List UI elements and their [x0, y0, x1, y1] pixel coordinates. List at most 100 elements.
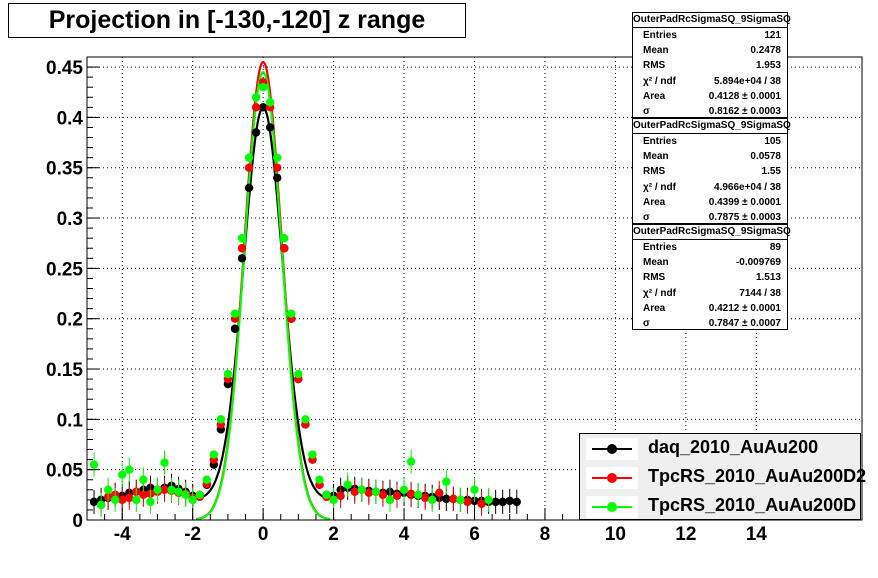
stat-row: Entries 105 [633, 134, 787, 149]
legend-swatch [586, 438, 638, 460]
legend-swatch [586, 467, 638, 489]
stat-value: 0.4128 ± 0.0001 [708, 90, 781, 102]
data-point [484, 495, 493, 505]
data-point [420, 493, 430, 503]
data-point [258, 103, 268, 112]
series-TpcRS_2010_AuAu200D2 [96, 77, 486, 517]
data-point [265, 123, 275, 132]
data-point [322, 490, 331, 500]
data-point [237, 254, 247, 263]
data-point [491, 497, 500, 507]
data-point [371, 487, 381, 497]
y-tick-label: 0 [72, 511, 83, 532]
stat-row: Entries 89 [633, 240, 787, 255]
x-tick-label: 12 [675, 524, 696, 545]
data-point [209, 450, 219, 459]
y-tick-label: 0.4 [57, 108, 84, 129]
stat-value: 1.513 [755, 272, 781, 284]
stat-row: σ 0.7847 ± 0.0007 [633, 316, 787, 331]
data-point [188, 495, 197, 505]
stat-label: χ² / ndf [643, 75, 676, 87]
stat-value: 0.7875 ± 0.0003 [708, 211, 781, 223]
data-point [244, 183, 254, 193]
data-point [428, 495, 437, 505]
stat-row: Area 0.4128 ± 0.0001 [633, 89, 787, 104]
data-point [202, 475, 211, 484]
data-point [364, 488, 374, 498]
data-point [230, 309, 240, 318]
stat-label: RMS [643, 166, 666, 178]
stat-label: Mean [643, 151, 669, 163]
stat-row: RMS 1.55 [633, 164, 787, 179]
data-point [195, 490, 204, 500]
data-point [110, 495, 120, 505]
stat-label: Entries [643, 30, 677, 41]
stat-row: Area 0.4212 ± 0.0001 [633, 301, 787, 316]
stat-row: RMS 1.953 [633, 58, 787, 73]
stat-value: 1.953 [755, 60, 781, 72]
stat-label: χ² / ndf [643, 181, 676, 193]
data-point [139, 490, 148, 500]
data-point [301, 415, 310, 424]
data-point [456, 495, 465, 505]
data-point [251, 93, 261, 102]
data-point [315, 475, 324, 484]
stat-row: σ 0.7875 ± 0.0003 [633, 210, 787, 225]
data-point [103, 485, 113, 495]
data-point [181, 490, 190, 500]
legend-item-daq: daq_2010_AuAu200 [580, 434, 860, 463]
fit-curve [195, 106, 331, 500]
data-point [139, 475, 148, 484]
stat-row: χ² / ndf 5.894e+04 / 38 [633, 74, 787, 89]
data-point [237, 233, 247, 243]
x-tick-label: 6 [469, 524, 480, 545]
stat-value: 1.55 [761, 166, 781, 178]
data-point [174, 487, 183, 497]
x-tick-label: 8 [540, 524, 551, 545]
stat-value: 121 [764, 30, 781, 41]
data-point [392, 491, 402, 501]
fit-curve [196, 70, 331, 521]
stat-label: Entries [643, 136, 677, 147]
data-point [498, 497, 507, 507]
stat-row: RMS 1.513 [633, 270, 787, 285]
stat-box-tpcrs-d2: OuterPadRcSigmaSQ_9SigmaSQ Entries 105 Me… [632, 118, 791, 225]
y-tick-label: 0.15 [46, 360, 83, 381]
data-point [258, 82, 268, 92]
data-point [329, 495, 338, 505]
data-point [294, 369, 303, 379]
x-tick-label: 0 [258, 524, 269, 545]
stat-label: σ [643, 105, 650, 117]
data-point [153, 485, 162, 495]
stat-label: Mean [643, 45, 669, 57]
legend-label: daq_2010_AuAu200 [648, 437, 819, 457]
data-point [273, 153, 282, 162]
data-point [118, 495, 127, 505]
x-tick-label: -2 [184, 524, 201, 545]
stat-value: -0.009769 [735, 257, 781, 269]
stat-box-title: OuterPadRcSigmaSQ_9SigmaSQ [633, 13, 791, 28]
x-tick-label: 2 [328, 524, 339, 545]
data-point [273, 173, 282, 182]
stat-value: 4.966e+04 / 38 [713, 181, 781, 193]
data-point [132, 495, 141, 505]
x-tick-label: 4 [399, 524, 410, 545]
stat-row: Entries 121 [633, 28, 787, 43]
data-point [251, 128, 261, 137]
data-point [89, 460, 99, 469]
title-box: Projection in [-130,-120] z range [8, 3, 466, 38]
stat-value: 0.0578 [750, 151, 781, 163]
data-point [146, 497, 155, 507]
stat-label: Area [643, 302, 666, 314]
data-point [265, 98, 275, 107]
axes: -4 -2 0 2 4 6 8 10 12 14 0 0.05 0.1 0.15 0.2 0.25 0.3 0.3… [46, 56, 863, 545]
data-point [413, 490, 423, 500]
stat-value: 5.894e+04 / 38 [713, 75, 781, 87]
data-point [357, 485, 366, 495]
legend-label: TpcRS_2010_AuAu200D [648, 495, 857, 515]
stat-label: χ² / ndf [643, 287, 676, 299]
x-tick-label: -4 [114, 524, 131, 545]
stat-box-daq: OuterPadRcSigmaSQ_9SigmaSQ Entries 121 Me… [632, 12, 791, 118]
y-tick-label: 0.3 [57, 209, 83, 230]
